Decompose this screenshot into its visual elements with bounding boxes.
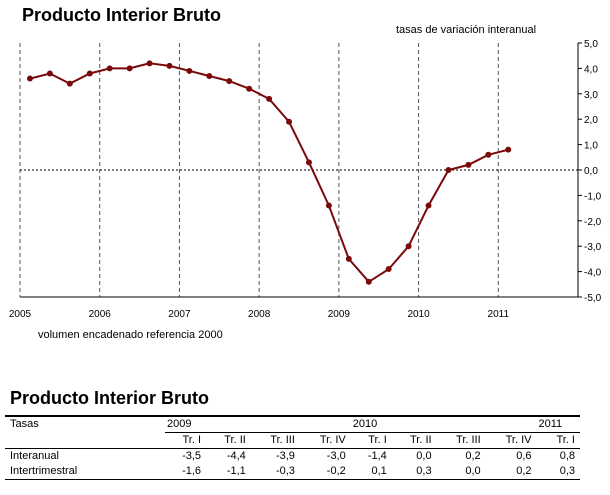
table-title: Producto Interior Bruto: [10, 388, 209, 408]
y-tick-label: -4,0: [584, 268, 602, 279]
table-quarter-row: Tr. I Tr. II Tr. III Tr. IV Tr. I Tr. II Tr. I…: [5, 432, 580, 449]
gdp-data-point: [226, 78, 233, 85]
y-tick-label: -5,0: [584, 293, 602, 304]
table-row-label: Intertrimestral: [5, 464, 165, 480]
chart-title: Producto Interior Bruto: [22, 5, 221, 25]
x-tick-label: 2005: [9, 309, 32, 320]
gdp-data-point: [166, 62, 173, 69]
table-quarter-header: Tr. II: [206, 432, 251, 449]
table-cell: -1,4: [367, 450, 387, 462]
x-tick-label: 2011: [488, 309, 510, 320]
table-cell: 0,2: [485, 464, 537, 480]
table-quarter-header: Tr. I: [350, 432, 392, 449]
y-tick-label: -2,0: [584, 217, 602, 228]
table-cell: 0,3: [391, 464, 437, 480]
table-cell: 0,6: [516, 450, 532, 462]
gdp-data-point: [246, 85, 253, 92]
gdp-data-point: [465, 161, 472, 168]
gdp-data-point: [206, 73, 213, 80]
table-row-label: Interanual: [10, 450, 59, 462]
table-year-row: Tasas 2009 2010 2011: [5, 415, 580, 433]
table-year-2009: 2009: [165, 415, 351, 433]
series-layer: [26, 60, 512, 285]
table-quarter-blank: [5, 432, 165, 449]
table-cell: -1,1: [206, 464, 251, 480]
table-cell: -0,2: [299, 464, 351, 480]
table-cell: 0,0: [416, 450, 432, 462]
table-cell: 0,0: [436, 464, 486, 480]
y-tick-label: 0,0: [584, 166, 598, 177]
gdp-data-point: [146, 60, 153, 67]
gdp-data-point: [266, 95, 273, 102]
x-tick-label: 2006: [89, 309, 112, 320]
table-cell: 0,8: [559, 450, 575, 462]
grid-layer: [19, 43, 578, 297]
table-row: Interanual -3,5 -4,4 -3,9 -3,0 -1,4 0,0 0,2 0,6 0…: [5, 449, 580, 465]
table-quarter-header: Tr. II: [391, 432, 437, 449]
gdp-data-point: [305, 159, 312, 166]
table-quarter-header: Tr. III: [250, 432, 300, 449]
table-quarter-header: Tr. IV: [299, 432, 351, 449]
y-tick-label: -3,0: [584, 242, 602, 253]
x-tick-label: 2008: [248, 309, 271, 320]
gdp-data-point: [106, 65, 113, 72]
table-col-header: Tasas: [5, 415, 165, 433]
table-cell: -3,0: [326, 450, 346, 462]
y-tick-label: 2,0: [584, 115, 598, 126]
table-quarter-header: Tr. I: [165, 432, 207, 449]
table-cell: -0,3: [250, 464, 300, 480]
y-tick-label: 4,0: [584, 64, 598, 75]
x-tick-label: 2009: [328, 309, 351, 320]
gdp-data-point: [126, 65, 133, 72]
table-cell: 0,2: [465, 450, 481, 462]
gdp-data-table: Tasas 2009 2010 2011 Tr. I Tr. II Tr. III T…: [5, 415, 580, 480]
gdp-data-point: [365, 278, 372, 285]
chart-subtitle: tasas de variación interanual: [396, 24, 537, 36]
gdp-line-chart: 2005 2006 2007 2008 2009 2010 2011 5,0 4,0 3,0 2,0…: [9, 39, 602, 320]
y-tick-label: 5,0: [584, 39, 598, 50]
gdp-data-point: [186, 67, 193, 74]
gdp-data-point: [86, 70, 93, 77]
gdp-data-point: [485, 151, 492, 158]
table-year-2011: 2011: [536, 415, 580, 433]
table-cell: -1,6: [165, 464, 207, 480]
table-year-2010: 2010: [350, 415, 537, 433]
table-cell: -4,4: [226, 450, 246, 462]
gdp-data-point: [26, 75, 33, 82]
gdp-data-point: [505, 146, 512, 153]
table-cell: -3,9: [275, 450, 295, 462]
gdp-data-point: [66, 80, 73, 87]
table-quarter-header: Tr. III: [436, 432, 486, 449]
chart-footnote: volumen encadenado referencia 2000: [38, 329, 223, 341]
gdp-data-point: [345, 255, 352, 262]
gdp-data-point: [425, 202, 432, 209]
y-tick-label: 3,0: [584, 90, 598, 101]
gdp-data-point: [286, 118, 293, 125]
table-quarter-header: Tr. I: [536, 432, 580, 449]
gdp-data-point: [325, 202, 332, 209]
table-cell: 0,1: [350, 464, 392, 480]
x-tick-label: 2010: [407, 309, 430, 320]
gdp-data-point: [405, 243, 412, 250]
y-tick-label: -1,0: [584, 191, 602, 202]
gdp-data-point: [385, 266, 392, 273]
table-quarter-header: Tr. IV: [485, 432, 537, 449]
table-cell: -3,5: [182, 450, 202, 462]
gdp-data-point: [445, 167, 452, 173]
gdp-data-point: [46, 70, 53, 77]
y-tick-label: 1,0: [584, 141, 598, 152]
x-tick-label: 2007: [168, 309, 191, 320]
axis-layer: 2005 2006 2007 2008 2009 2010 2011 5,0 4,0 3,0 2,0…: [9, 39, 602, 320]
table-cell: 0,3: [536, 464, 580, 480]
table-row: Intertrimestral -1,6 -1,1 -0,3 -0,2 0,1 0,3 0,0…: [5, 464, 580, 480]
